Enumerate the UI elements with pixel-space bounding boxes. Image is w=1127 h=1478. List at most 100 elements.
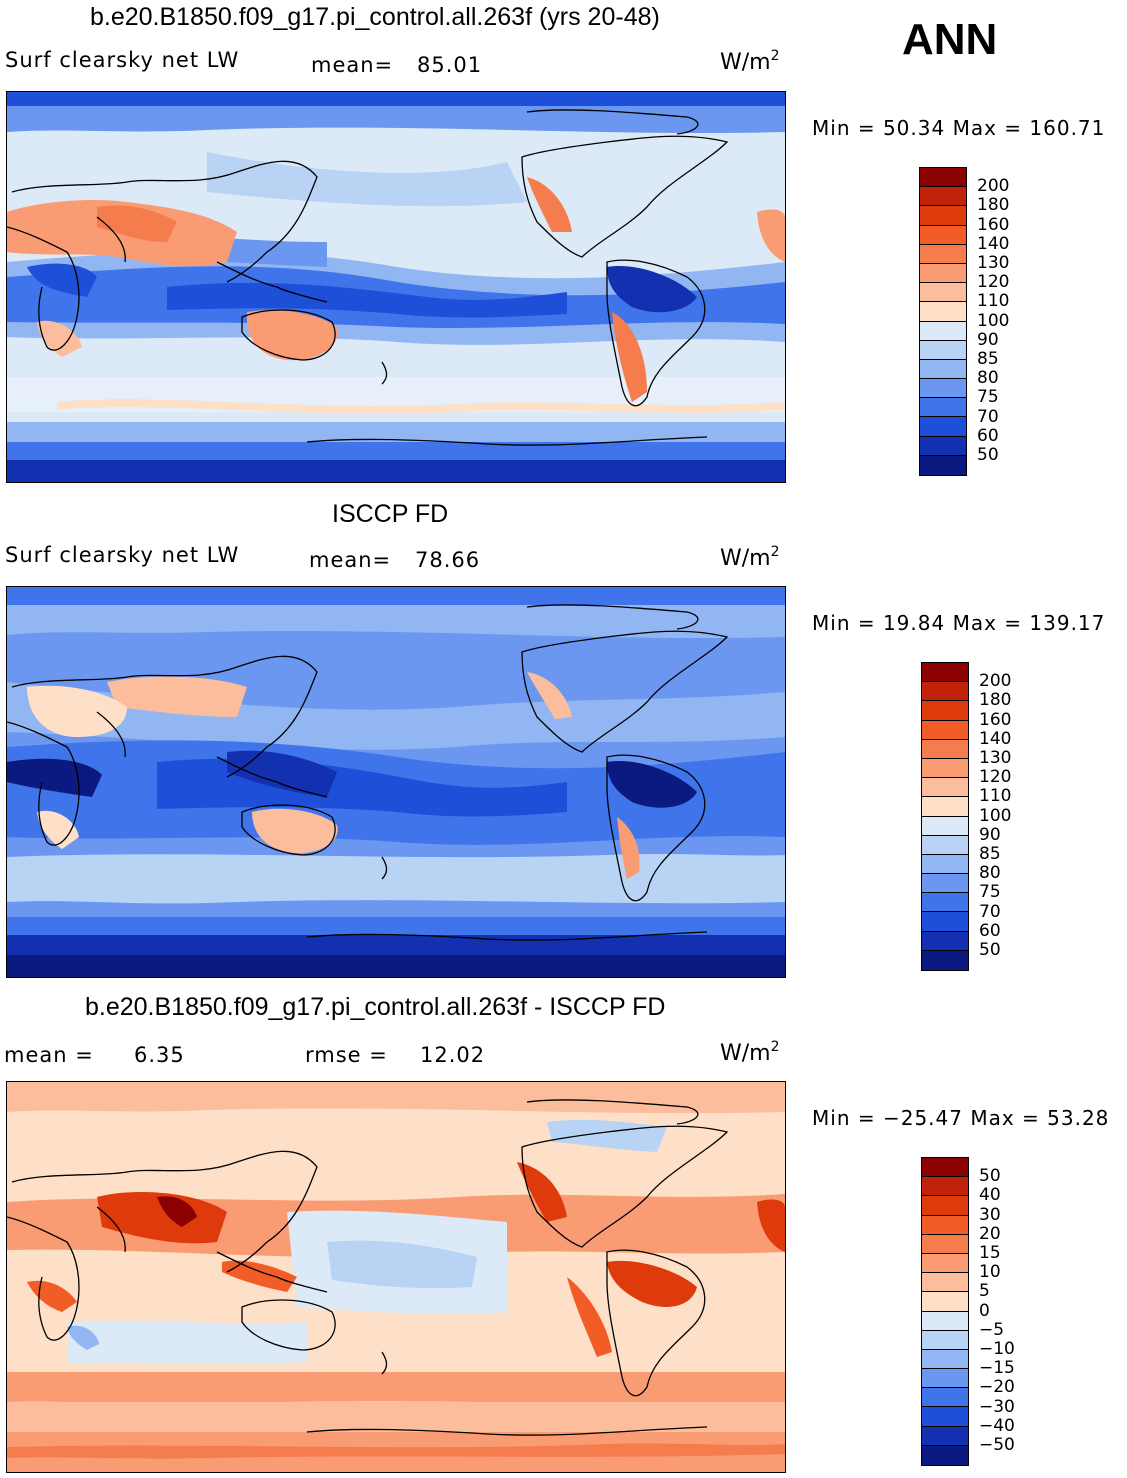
colorbar-swatch <box>922 912 968 932</box>
colorbar-swatch <box>920 436 966 456</box>
panel3-mean-label: mean = <box>4 1043 94 1067</box>
colorbar-swatch <box>922 663 968 683</box>
colorbar-swatch <box>920 379 966 399</box>
colorbar-swatch <box>922 1253 968 1274</box>
colorbar-tick-label: −10 <box>979 1339 1015 1359</box>
colorbar-swatch <box>920 168 966 188</box>
colorbar-tick-label: 0 <box>979 1300 990 1321</box>
colorbar-tick-label: 160 <box>977 214 1010 235</box>
colorbar-swatch <box>922 835 968 855</box>
colorbar-swatch <box>922 778 968 798</box>
colorbar-tick-label: 85 <box>977 349 999 369</box>
colorbar-tick-label: 5 <box>979 1281 990 1302</box>
panel3-units: W/m2 <box>720 1039 780 1066</box>
panel2-variable-label: Surf clearsky net LW <box>5 543 240 567</box>
colorbar-swatch <box>922 1330 968 1350</box>
colorbar-swatch <box>920 321 966 341</box>
panel3-colorbar <box>921 1157 969 1466</box>
colorbar-tick-label: −40 <box>979 1415 1015 1436</box>
panel1-mean-label: mean= <box>311 53 394 77</box>
panel2-mean-label: mean= <box>309 548 392 572</box>
colorbar-swatch <box>922 1388 968 1408</box>
panel2-mean-value: 78.66 <box>415 548 481 572</box>
colorbar-tick-label: 120 <box>977 272 1010 293</box>
colorbar-tick-label: 75 <box>977 387 999 408</box>
colorbar-tick-label: 50 <box>977 445 999 465</box>
colorbar-tick-label: 160 <box>979 709 1012 730</box>
colorbar-tick-label: 110 <box>979 786 1012 807</box>
colorbar-swatch <box>922 1445 968 1465</box>
colorbar-tick-label: 70 <box>977 406 999 427</box>
colorbar-tick-label: 80 <box>979 863 1001 884</box>
colorbar-swatch <box>922 816 968 836</box>
colorbar-tick-label: 20 <box>979 1223 1001 1244</box>
colorbar-swatch <box>920 187 966 207</box>
colorbar-tick-label: −30 <box>979 1396 1015 1417</box>
panel3-mean-value: 6.35 <box>134 1043 185 1067</box>
colorbar-swatch <box>922 1273 968 1293</box>
panel3-min-max: Min = −25.47 Max = 53.28 <box>812 1106 1110 1130</box>
panel1-min-max: Min = 50.34 Max = 160.71 <box>812 116 1106 140</box>
colorbar-swatch <box>922 1158 968 1178</box>
panel1-mean-value: 85.01 <box>417 53 483 77</box>
colorbar-swatch <box>922 931 968 951</box>
colorbar-tick-label: 110 <box>977 291 1010 312</box>
panel3-title: b.e20.B1850.f09_g17.pi_control.all.263f … <box>85 993 666 1021</box>
colorbar-tick-label: 85 <box>979 844 1001 864</box>
colorbar-tick-label: −50 <box>979 1435 1015 1455</box>
panel2-units: W/m2 <box>720 544 780 571</box>
colorbar-swatch <box>920 283 966 303</box>
panel2-title: ISCCP FD <box>332 500 449 528</box>
colorbar-swatch <box>920 263 966 284</box>
colorbar-swatch <box>922 739 968 759</box>
colorbar-swatch <box>922 1311 968 1331</box>
colorbar-tick-label: 140 <box>977 233 1010 254</box>
colorbar-tick-label: 100 <box>977 310 1010 331</box>
colorbar-swatch <box>922 1215 968 1235</box>
colorbar-tick-label: 50 <box>979 1166 1001 1187</box>
colorbar-swatch <box>922 1177 968 1197</box>
colorbar-tick-label: 75 <box>979 882 1001 903</box>
colorbar-tick-label: 120 <box>979 767 1012 788</box>
colorbar-tick-label: 50 <box>979 940 1001 960</box>
colorbar-swatch <box>922 1407 968 1427</box>
colorbar-tick-label: 30 <box>979 1204 1001 1225</box>
colorbar-swatch <box>922 1369 968 1389</box>
colorbar-swatch <box>922 893 968 913</box>
season-label: ANN <box>902 15 998 64</box>
panel3-rmse-value: 12.02 <box>420 1043 486 1067</box>
colorbar-swatch <box>920 398 966 418</box>
colorbar-swatch <box>922 1292 968 1312</box>
colorbar-swatch <box>922 1426 968 1446</box>
colorbar-swatch <box>920 206 966 226</box>
colorbar-tick-label: 15 <box>979 1243 1001 1263</box>
panel3-rmse-label: rmse = <box>305 1043 388 1067</box>
colorbar-tick-label: 140 <box>979 728 1012 749</box>
panel3-map <box>6 1081 786 1473</box>
panel2-map <box>6 586 786 978</box>
colorbar-swatch <box>922 797 968 817</box>
colorbar-swatch <box>920 455 966 475</box>
colorbar-swatch <box>920 417 966 437</box>
colorbar-swatch <box>920 244 966 264</box>
colorbar-swatch <box>920 359 966 380</box>
panel1-units: W/m2 <box>720 48 780 75</box>
colorbar-tick-label: 60 <box>979 920 1001 941</box>
colorbar-swatch <box>922 720 968 740</box>
colorbar-tick-label: 130 <box>977 253 1010 273</box>
panel1-title: b.e20.B1850.f09_g17.pi_control.all.263f … <box>90 3 660 31</box>
colorbar-tick-label: 130 <box>979 748 1012 768</box>
colorbar-swatch <box>922 701 968 721</box>
colorbar-tick-label: 80 <box>977 368 999 389</box>
panel1-colorbar <box>919 167 967 476</box>
colorbar-tick-label: 70 <box>979 901 1001 922</box>
colorbar-tick-label: 40 <box>979 1185 1001 1206</box>
colorbar-swatch <box>922 950 968 970</box>
colorbar-swatch <box>922 682 968 702</box>
colorbar-tick-label: 180 <box>979 690 1012 711</box>
colorbar-tick-label: 200 <box>979 671 1012 692</box>
colorbar-tick-label: 180 <box>977 195 1010 216</box>
colorbar-tick-label: 200 <box>977 176 1010 197</box>
colorbar-tick-label: 60 <box>977 425 999 446</box>
colorbar-swatch <box>920 302 966 322</box>
